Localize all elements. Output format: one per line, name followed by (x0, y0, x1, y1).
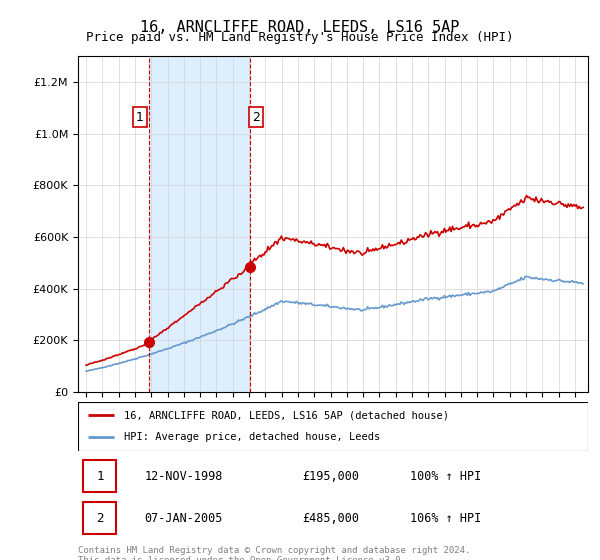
Bar (149, 56, 250, 392)
Text: 07-JAN-2005: 07-JAN-2005 (145, 511, 223, 525)
Text: £195,000: £195,000 (302, 469, 359, 483)
Text: Contains HM Land Registry data © Crown copyright and database right 2024.
This d: Contains HM Land Registry data © Crown c… (78, 546, 470, 560)
FancyBboxPatch shape (83, 502, 116, 534)
Text: £485,000: £485,000 (302, 511, 359, 525)
Text: 16, ARNCLIFFE ROAD, LEEDS, LS16 5AP: 16, ARNCLIFFE ROAD, LEEDS, LS16 5AP (140, 20, 460, 35)
Text: Price paid vs. HM Land Registry's House Price Index (HPI): Price paid vs. HM Land Registry's House … (86, 31, 514, 44)
Text: HPI: Average price, detached house, Leeds: HPI: Average price, detached house, Leed… (124, 432, 380, 442)
Text: 100% ↑ HPI: 100% ↑ HPI (409, 469, 481, 483)
Text: 2: 2 (96, 511, 104, 525)
Text: 106% ↑ HPI: 106% ↑ HPI (409, 511, 481, 525)
Text: 12-NOV-1998: 12-NOV-1998 (145, 469, 223, 483)
Text: 1: 1 (96, 469, 104, 483)
Text: 16, ARNCLIFFE ROAD, LEEDS, LS16 5AP (detached house): 16, ARNCLIFFE ROAD, LEEDS, LS16 5AP (det… (124, 410, 449, 421)
FancyBboxPatch shape (83, 460, 116, 492)
Text: 2: 2 (252, 111, 260, 124)
Text: 1: 1 (136, 111, 144, 124)
